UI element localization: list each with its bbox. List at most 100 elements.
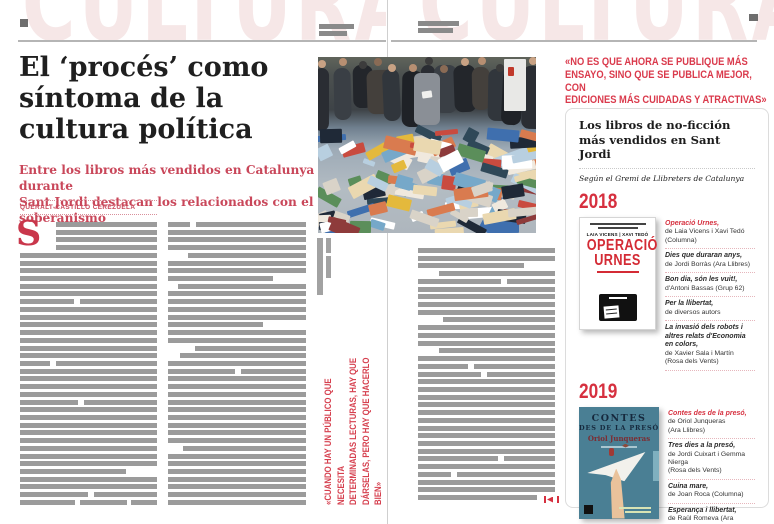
redacted-text-bar [20, 337, 157, 343]
redacted-text-bar [418, 255, 555, 261]
redacted-text-bar [442, 317, 555, 323]
redacted-text-bar [20, 445, 157, 451]
sidebar-divider [579, 167, 755, 169]
book-title: Contes des de la presó, [668, 409, 747, 417]
page-corner-mark-left [20, 19, 28, 27]
redacted-text-bar [80, 499, 127, 505]
redacted-text-bar [168, 360, 306, 366]
article-standfirst: Entre los libros más vendidos en Catalun… [19, 162, 364, 226]
cover-credit-bar [597, 226, 638, 229]
redacted-text-bar [418, 495, 538, 501]
redacted-text-bar [418, 448, 555, 454]
pull-quote-line: ENSAYO, SINO QUE SE PUBLICA MEJOR, CON [565, 68, 752, 94]
book-meta: de Raül Romeva (Ara Llibres) [668, 515, 734, 524]
redacted-text-bar [456, 471, 555, 477]
redacted-text-bar [418, 417, 555, 423]
folio-redaction-bar [319, 30, 347, 36]
photo-shape [434, 129, 458, 137]
redacted-text-bar [55, 360, 157, 366]
cover-author: Oriol Junqueras [587, 433, 651, 443]
photo-shape [318, 67, 329, 132]
book-meta: (Rosa dels Vents) [668, 467, 722, 475]
year-heading-2019: 2019 [579, 379, 618, 403]
redacted-text-bar [418, 464, 555, 470]
article-headline: El ‘procés’ como síntoma de la cultura p… [19, 52, 329, 145]
redacted-text-bar [168, 415, 306, 420]
year-heading-2018: 2018 [579, 189, 618, 213]
redacted-text-bar [183, 445, 306, 451]
redacted-text-bar [180, 353, 306, 359]
redacted-text-bar [439, 271, 555, 277]
book-meta: de Laia Vicens i Xavi Tedó [665, 228, 745, 236]
redacted-text-bar [20, 268, 157, 274]
photo-caption-redaction-bar [326, 256, 331, 278]
redacted-text-bar [20, 252, 157, 258]
redacted-text-bar [418, 394, 555, 400]
spread-gutter-line [387, 0, 388, 524]
book-title: Per la llibertat, [665, 299, 714, 307]
redacted-text-bar [20, 476, 157, 482]
book-cover-contes-preso: CONTES DES DE LA PRESÓ Oriol Junqueras [579, 406, 659, 519]
photo-shape [388, 64, 397, 73]
headline-line: cultura política [19, 114, 253, 145]
redacted-text-bar [168, 492, 306, 498]
redacted-text-bar [168, 384, 306, 390]
redacted-text-bar [418, 410, 555, 416]
folio-redaction-bar [418, 21, 459, 26]
redacted-text-bar [20, 399, 79, 405]
redacted-text-bar [439, 348, 555, 354]
redacted-text-bar [20, 322, 157, 328]
redacted-text-bar [20, 276, 157, 282]
book-meta: (Rosa dels Vents) [665, 358, 719, 366]
redacted-text-bar [418, 325, 555, 331]
redacted-text-bar [168, 299, 306, 305]
redacted-text-bar [20, 415, 157, 420]
pull-quote-line: EDICIONES MÁS CUIDADAS Y ATRACTIVAS» [565, 94, 767, 107]
book-entry: Contes des de la presó, de Oriol Junquera… [668, 407, 755, 439]
sidebar-title-line: Los libros de no-ficción [579, 118, 731, 132]
folio-redaction-bar [418, 27, 453, 33]
book-title: Dies que duraran anys, [665, 251, 743, 259]
redacted-text-bar [418, 356, 555, 362]
page-corner-mark-right [749, 14, 758, 21]
section-2018-row: LAIA VICENS | XAVI TEDÓ OPERACIÓ URNES O… [579, 216, 755, 371]
vertical-quote-line: DÁRSELAS, PERO HAY QUE HACERLO BIEN» [360, 357, 384, 505]
book-meta: (Columna) [665, 236, 697, 244]
book-title: Esperança i llibertat, [668, 506, 737, 514]
book-meta: de diversos autors [665, 308, 721, 316]
redacted-text-bar [241, 368, 306, 374]
redacted-text-bar [178, 283, 306, 289]
redacted-text-bar [20, 499, 75, 505]
redacted-text-bar [168, 376, 306, 382]
redacted-text-bar [168, 314, 306, 320]
redacted-text-bar [418, 340, 555, 346]
redacted-text-bar [168, 222, 191, 227]
book-entry: Tres dies a la presó, de Jordi Cuixart i … [668, 439, 755, 480]
standfirst-line: Entre los libros más vendidos en Catalun… [19, 163, 315, 193]
redacted-text-bar [20, 376, 157, 382]
photo-caption-redaction-bar [317, 238, 323, 295]
redacted-text-bar [168, 499, 306, 505]
book-entry: Dies que duraran anys, de Jordi Borràs (A… [665, 249, 755, 273]
book-title: Cuina mare, [668, 482, 709, 490]
book-entry: Esperança i llibertat, de Raül Romeva (Ar… [668, 504, 755, 524]
redacted-text-bar [20, 469, 126, 475]
redacted-text-bar [418, 456, 498, 462]
redacted-text-bar [503, 456, 555, 462]
redacted-text-bar [187, 252, 306, 258]
photo-shape [460, 58, 469, 67]
book-title: Bon dia, són les vuit!, [665, 275, 738, 283]
redacted-text-bar [418, 379, 555, 385]
redacted-text-bar [507, 278, 555, 284]
book-meta: de Oriol Junqueras [668, 418, 726, 426]
cover-subtitle-bar [596, 270, 639, 273]
book-list-2018: Operació Urnes, de Laia Vicens i Xavi Ted… [665, 217, 755, 371]
photo-shape [414, 73, 440, 125]
book-title: Operació Urnes, [665, 219, 720, 227]
redacted-text-bar [168, 337, 306, 343]
redacted-text-bar [168, 291, 306, 297]
book-cover-operacio-urnes: LAIA VICENS | XAVI TEDÓ OPERACIÓ URNES [579, 216, 657, 330]
redacted-text-bar [168, 268, 306, 274]
dropcap-letter: S [16, 213, 42, 254]
